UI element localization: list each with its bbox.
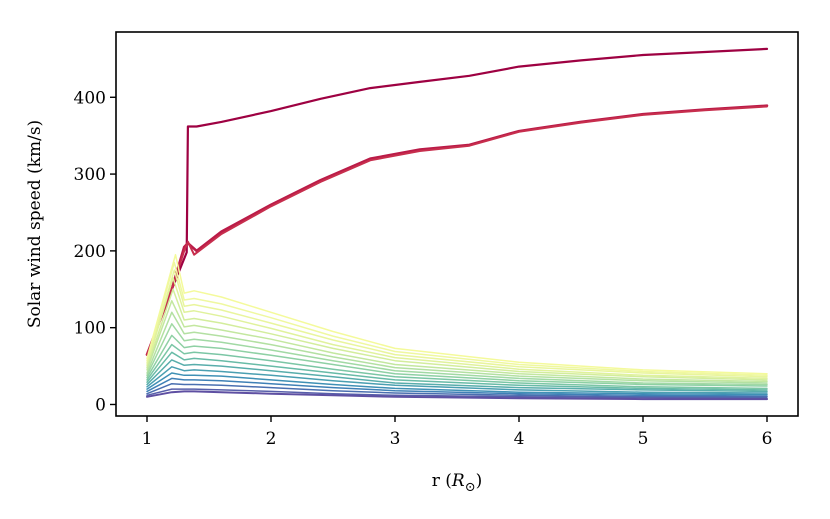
y-tick-label: 100: [74, 319, 106, 339]
series-line-17: [146, 377, 768, 397]
series-line-20: [146, 390, 768, 401]
x-tick-label: 5: [638, 429, 649, 449]
y-axis-label: Solar wind speed (km/s): [25, 120, 45, 328]
x-axis-label: r (R⊙): [432, 471, 483, 495]
series-line-18: [146, 382, 768, 398]
x-tick-label: 6: [762, 429, 773, 449]
series-line-5: [146, 269, 768, 378]
series-line-10: [146, 323, 768, 386]
y-tick-label: 400: [74, 88, 106, 108]
sun-symbol: ⊙: [465, 480, 476, 495]
x-tick-label: 1: [142, 429, 153, 449]
series-line-15: [146, 366, 768, 394]
series-line-3: [146, 253, 768, 375]
series-layer: [145, 47, 769, 401]
series-line-13: [146, 351, 768, 391]
series-line-14: [146, 359, 768, 393]
series-line-12: [146, 343, 768, 390]
series-line-19: [146, 388, 768, 400]
x-tick-label: 4: [514, 429, 525, 449]
plot-frame: [115, 31, 799, 417]
series-line-4: [146, 261, 768, 377]
y-tick-label: 200: [74, 242, 106, 262]
series-line-7: [146, 288, 768, 381]
series-line-1: [145, 104, 769, 356]
series-line-11: [146, 334, 768, 387]
x-tick-label: 3: [390, 429, 401, 449]
series-line-2: [146, 105, 768, 356]
y-tick-label: 300: [74, 165, 106, 185]
series-line-9: [146, 311, 768, 384]
ticks-layer: 1 2 3 4 5 6 0 100 200 300 400: [74, 88, 773, 449]
y-tick-label: 0: [95, 395, 106, 415]
series-line-8: [146, 300, 768, 383]
series-line-6: [146, 277, 768, 380]
series-line-0: [145, 47, 769, 356]
series-line-16: [146, 372, 768, 396]
x-tick-label: 2: [266, 429, 277, 449]
